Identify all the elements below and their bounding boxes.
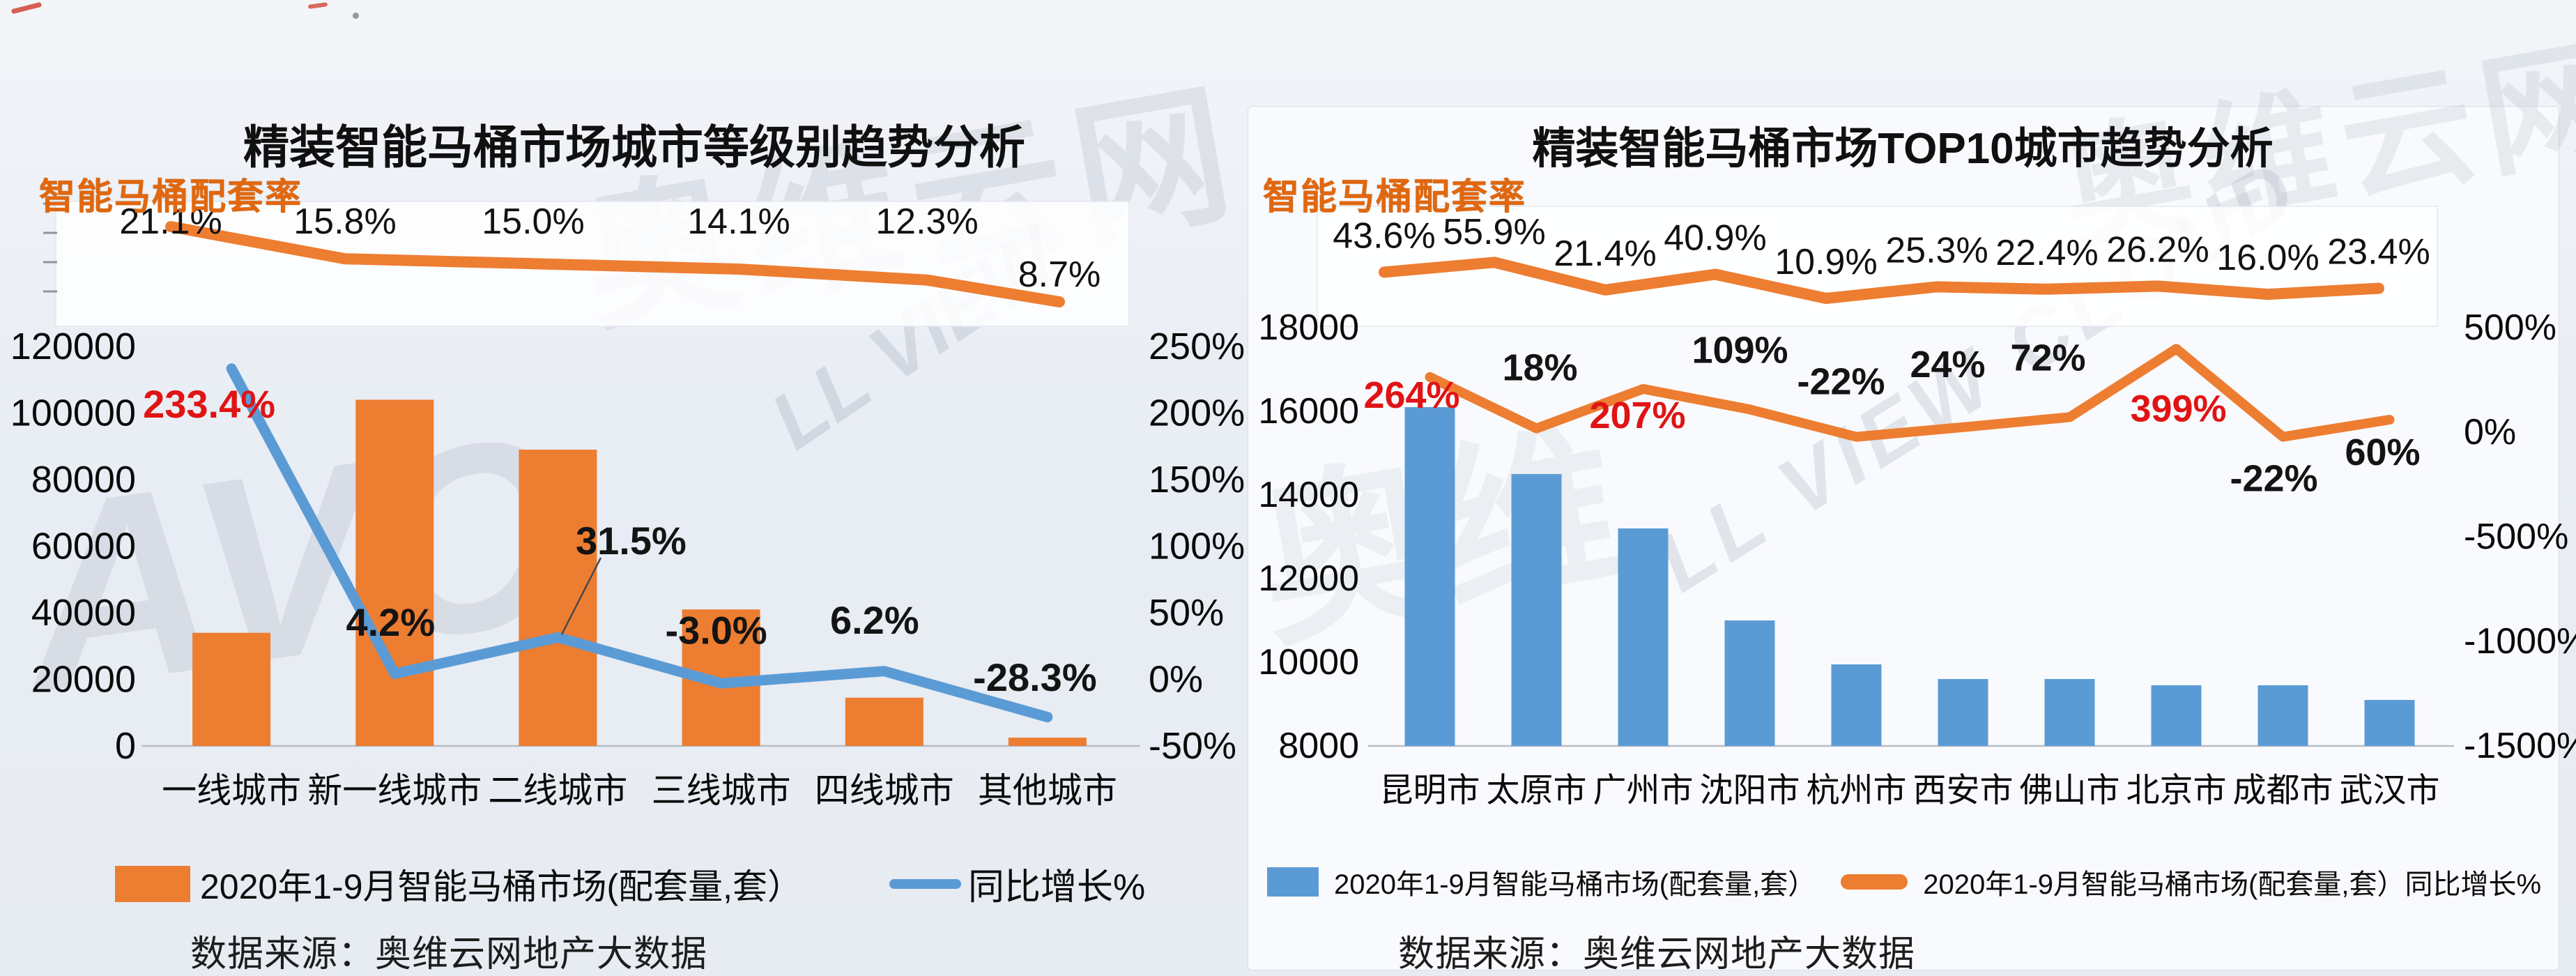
y-axis-right-tick: 200%: [1149, 392, 1245, 434]
growth-value-label: 4.2%: [346, 600, 435, 644]
y-axis-left-tick: 20000: [31, 659, 136, 701]
growth-value-label: -28.3%: [973, 655, 1096, 699]
y-axis-right-tick: -50%: [1149, 725, 1236, 767]
y-axis-left-tick: 60000: [31, 526, 136, 567]
category-label: 三线城市: [652, 771, 791, 810]
rate-value-label: 12.3%: [875, 201, 978, 242]
right-chart-title: 精装智能马桶市场TOP10城市趋势分析: [1532, 125, 2274, 173]
bar: [845, 697, 923, 746]
bar-series-label: 2020年1-9月智能马桶市场(配套量,套）: [1334, 869, 1816, 900]
watermark-brand-cn: 奥维云网: [571, 65, 1255, 350]
category-label: 四线城市: [815, 771, 954, 810]
growth-value-label: 6.2%: [830, 598, 919, 642]
right-chart-card: [1248, 106, 2559, 970]
callout-line: [560, 557, 602, 635]
watermark-logo: AVC: [3, 379, 578, 748]
rate-chart-box: [55, 201, 1130, 327]
bar-series-swatch: [1267, 867, 1319, 897]
y-axis-right-tick: 50%: [1149, 592, 1224, 634]
rate-line: [165, 221, 1065, 307]
y-axis-right-tick: 100%: [1149, 526, 1245, 567]
rate-value-label: 14.1%: [687, 201, 790, 242]
line-series-swatch: [889, 878, 962, 889]
bar: [519, 450, 597, 746]
y-axis-left-tick: 120000: [10, 326, 136, 367]
rate-value-label: 15.8%: [293, 201, 396, 242]
line-series-swatch: [1841, 874, 1908, 890]
line-series-label: 同比增长%: [968, 867, 1146, 908]
right-rate-axis-label: 智能马桶配套率: [1263, 177, 1527, 218]
y-axis-right-tick: 0%: [1149, 659, 1203, 701]
watermark-brand-en: LL VIEW: [755, 211, 1074, 466]
category-label: 其他城市: [978, 771, 1117, 810]
category-label: 新一线城市: [307, 771, 482, 810]
bar: [1008, 738, 1087, 746]
bar: [355, 399, 434, 746]
left-chart-legend: 2020年1-9月智能马桶市场(配套量,套） 同比增长%: [115, 857, 1145, 910]
bar-series-swatch: [115, 865, 190, 902]
rate-value-label: 8.7%: [1018, 254, 1101, 295]
category-label: 二线城市: [488, 771, 627, 810]
bar: [682, 609, 760, 746]
y-axis-left-tick: 100000: [10, 392, 136, 434]
bar: [192, 632, 271, 746]
scan-artifact: [10, 1, 43, 15]
y-axis-right-tick: 150%: [1149, 459, 1245, 501]
right-chart-legend: 2020年1-9月智能马桶市场(配套量,套） 2020年1-9月智能马桶市场(配…: [1267, 862, 2541, 902]
line-series-label: 2020年1-9月智能马桶市场(配套量,套）同比增长%: [1923, 869, 2542, 900]
scan-artifact: [353, 13, 359, 19]
left-rate-axis-label: 智能马桶配套率: [39, 177, 303, 218]
rate-value-label: 15.0%: [482, 201, 584, 242]
y-axis-left-tick: 0: [115, 725, 136, 767]
left-data-source: 数据来源：奥维云网地产大数据: [190, 934, 708, 975]
growth-value-label: 233.4%: [143, 382, 275, 426]
y-axis-right-tick: 250%: [1149, 326, 1245, 367]
scan-artifact: [307, 2, 328, 9]
growth-line: [226, 363, 1053, 723]
right-data-source: 数据来源：奥维云网地产大数据: [1398, 934, 1916, 975]
growth-value-label: 31.5%: [576, 519, 687, 563]
y-axis-left-tick: 40000: [31, 592, 136, 634]
growth-value-label: -3.0%: [665, 609, 767, 653]
category-label: 一线城市: [162, 771, 301, 810]
y-axis-left-tick: 80000: [31, 459, 136, 501]
left-chart-title: 精装智能马桶市场城市等级别趋势分析: [243, 121, 1025, 173]
bar-series-label: 2020年1-9月智能马桶市场(配套量,套）: [200, 867, 803, 906]
